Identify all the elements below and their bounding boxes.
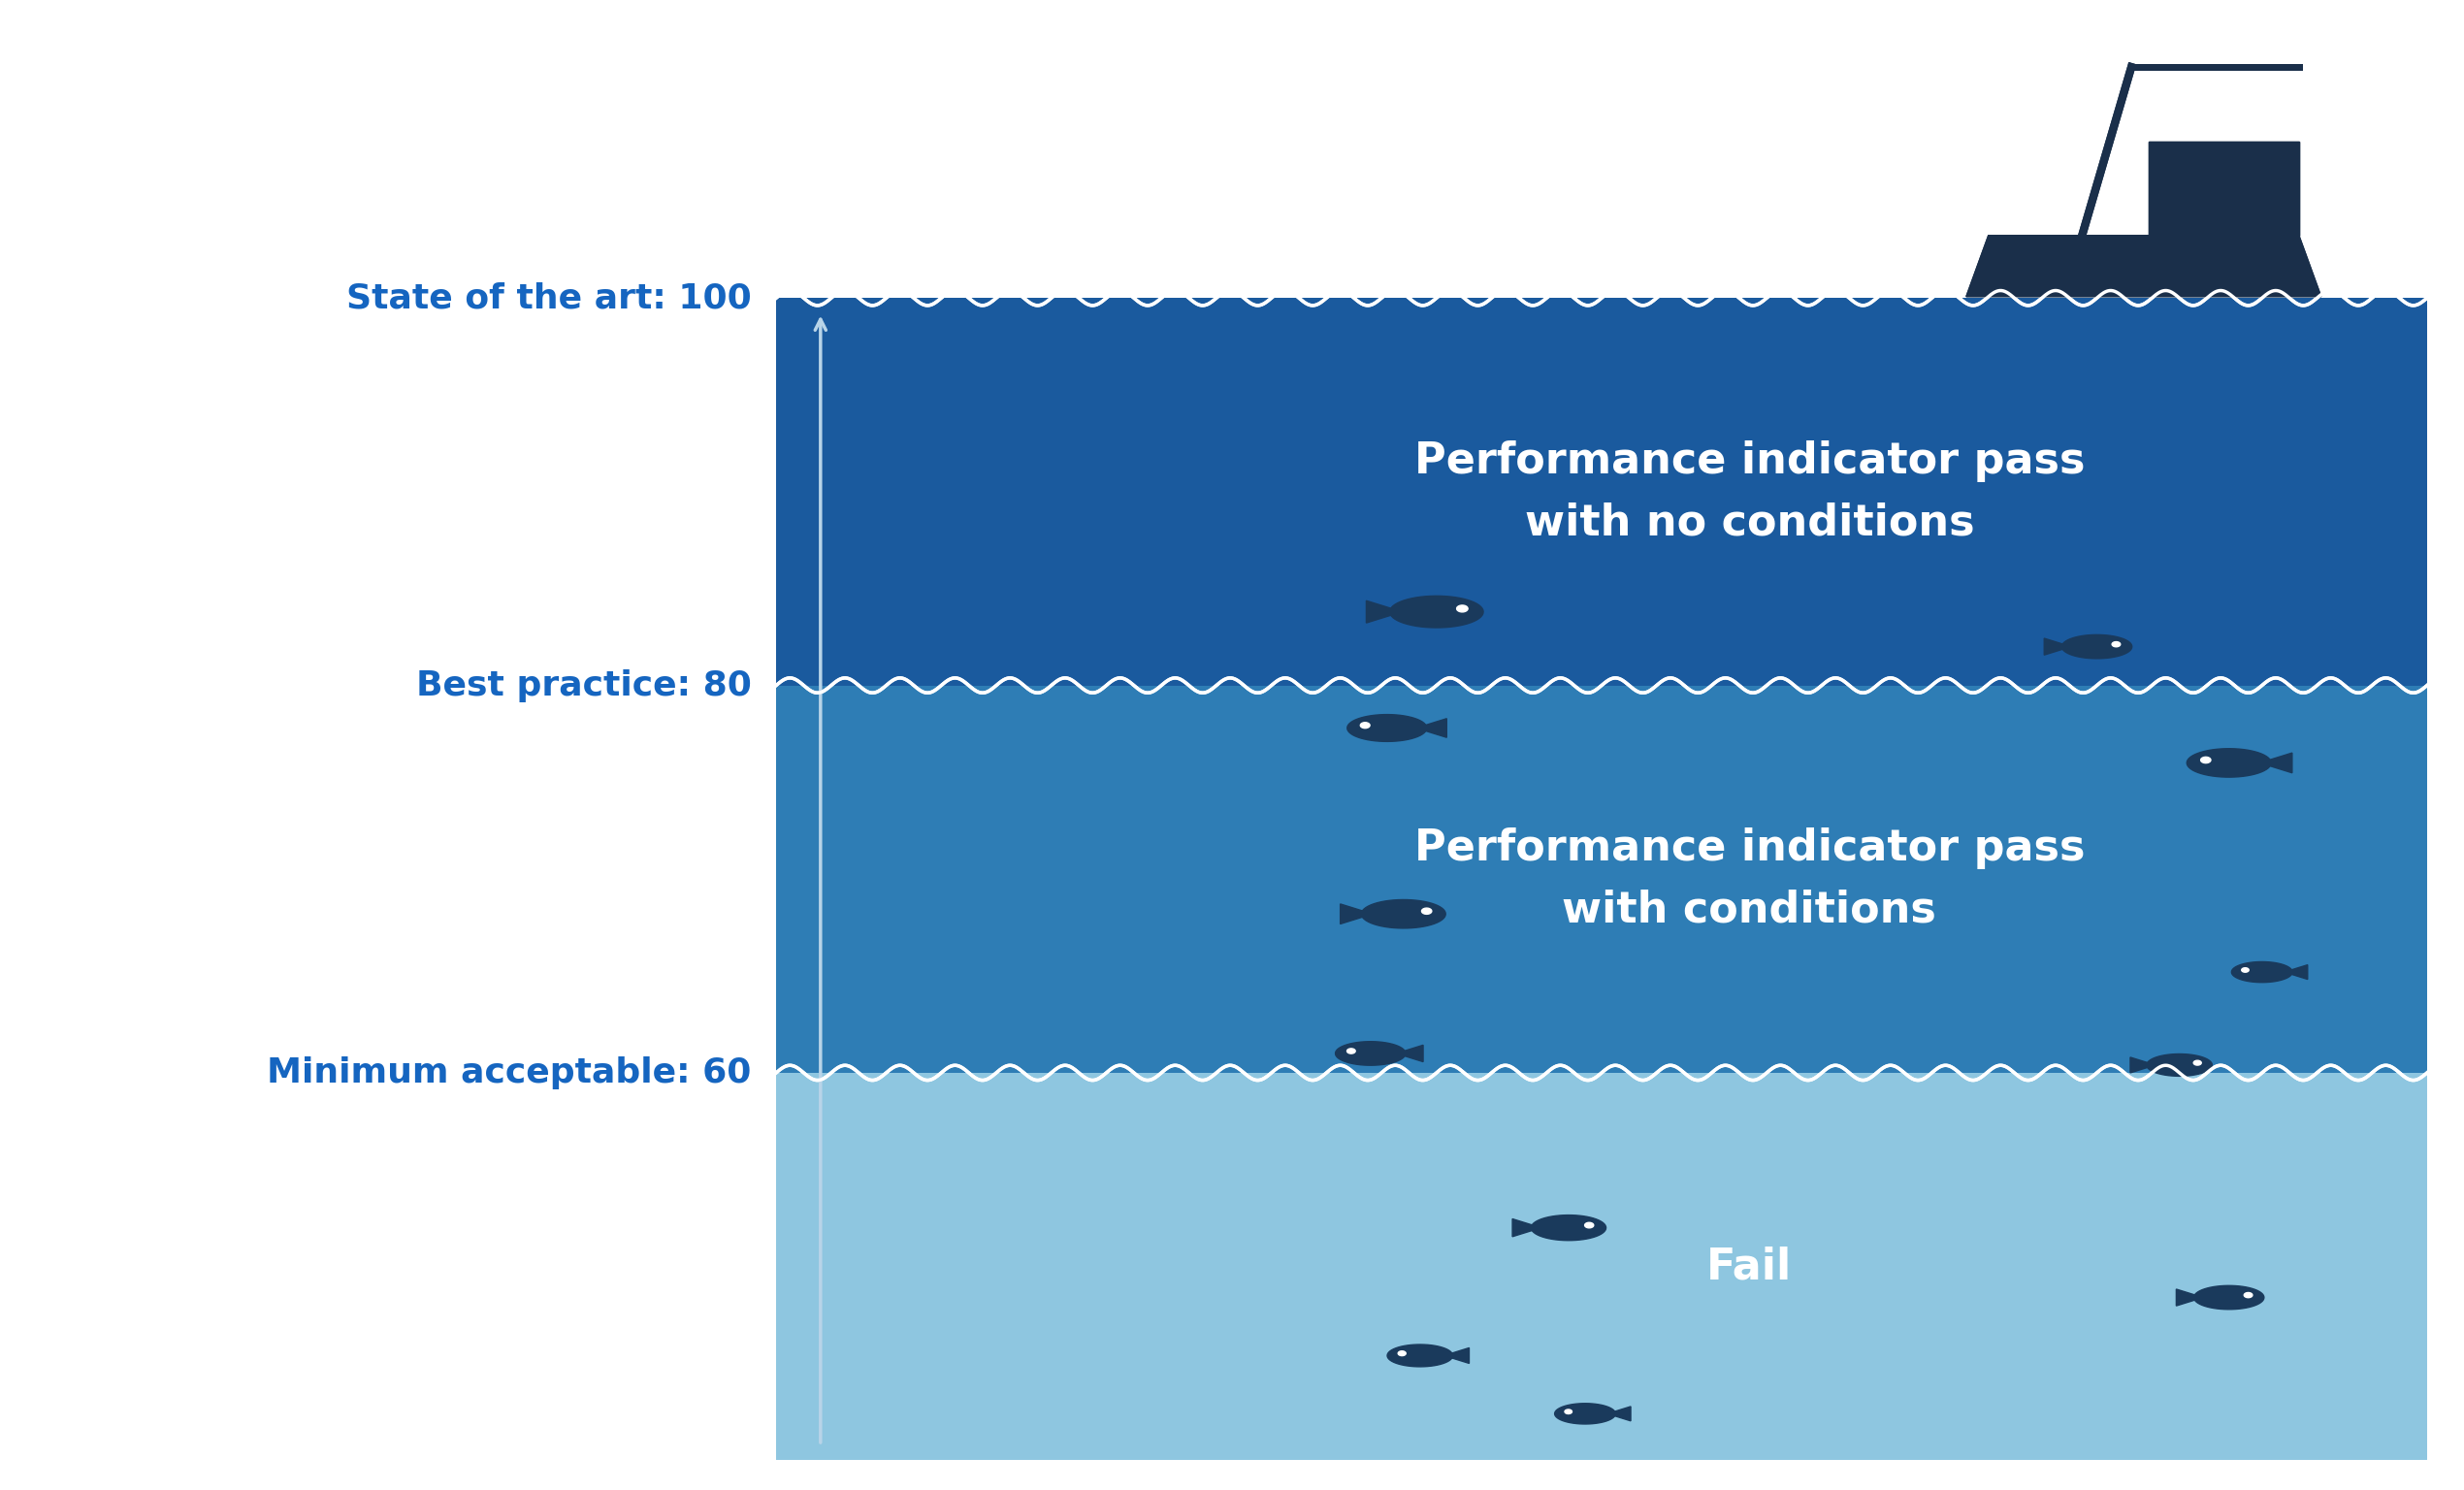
Bar [776,685,2427,1073]
Polygon shape [2149,142,2299,235]
Polygon shape [2186,748,2272,778]
Polygon shape [2200,757,2210,763]
Text: Performance indicator pass
with no conditions: Performance indicator pass with no condi… [1414,440,2085,544]
Polygon shape [2245,1292,2252,1298]
Polygon shape [1363,900,1446,928]
Bar [776,0,2427,298]
Polygon shape [2289,966,2309,979]
Polygon shape [2193,1286,2264,1310]
Bar [776,1073,2427,1460]
Polygon shape [1513,1219,1535,1237]
Bar [776,298,2427,685]
Polygon shape [1335,1042,1404,1065]
Polygon shape [2267,752,2292,773]
Polygon shape [1360,723,1370,729]
Polygon shape [1402,1044,1424,1062]
Polygon shape [2112,642,2122,647]
Polygon shape [1530,1214,1607,1241]
Polygon shape [2131,1058,2151,1073]
Polygon shape [1611,1407,1631,1421]
Polygon shape [1340,904,1365,924]
Polygon shape [1387,1344,1454,1366]
Polygon shape [1449,1348,1469,1363]
Polygon shape [1390,596,1483,627]
Text: Minimum acceptable: 60: Minimum acceptable: 60 [266,1056,752,1089]
Polygon shape [1348,1049,1355,1053]
Polygon shape [1422,718,1446,738]
Polygon shape [1422,907,1432,915]
Polygon shape [2193,1061,2200,1065]
Polygon shape [1966,235,2321,297]
Polygon shape [2176,1289,2198,1305]
Polygon shape [2146,1053,2213,1076]
Polygon shape [2242,969,2250,971]
Text: Performance indicator pass
with conditions: Performance indicator pass with conditio… [1414,827,2085,931]
Polygon shape [2045,638,2065,656]
Polygon shape [1966,235,2321,297]
Polygon shape [1565,1410,1572,1414]
Polygon shape [1456,605,1469,612]
Polygon shape [1555,1404,1616,1424]
Polygon shape [1397,1351,1407,1356]
Polygon shape [1584,1222,1594,1228]
Polygon shape [2149,142,2299,235]
Polygon shape [2062,635,2131,659]
Polygon shape [2232,961,2292,982]
Polygon shape [1348,715,1427,742]
Text: Best practice: 80: Best practice: 80 [416,669,752,702]
Text: Fail: Fail [1708,1246,1791,1287]
Text: State of the art: 100: State of the art: 100 [347,282,752,314]
Polygon shape [1365,600,1395,623]
